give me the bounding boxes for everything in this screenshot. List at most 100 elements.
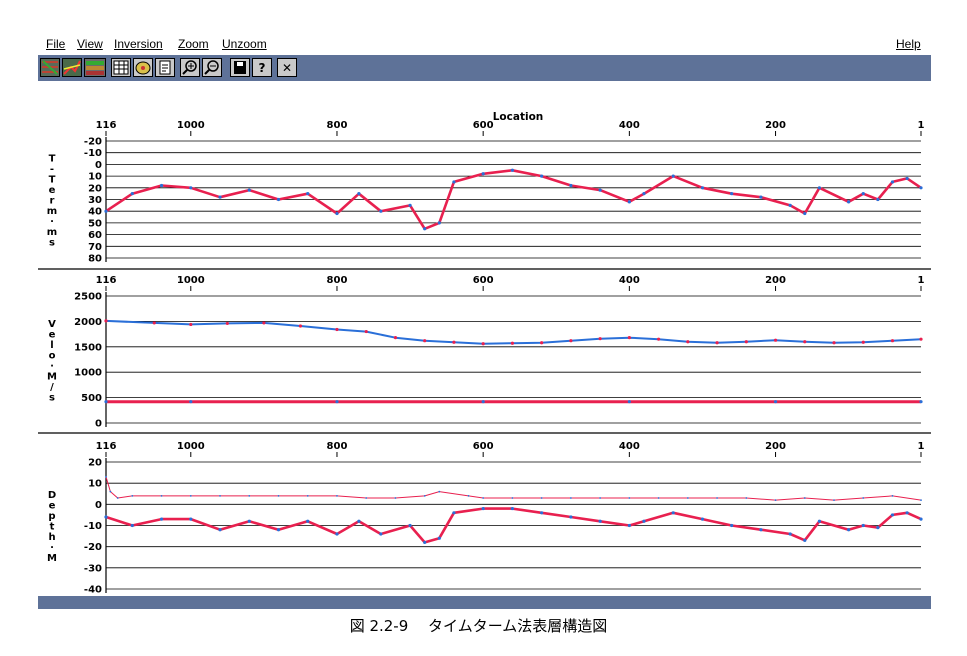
data-point-3-2	[847, 528, 851, 532]
data-point-2-1	[298, 324, 303, 328]
layer-model-icon[interactable]	[84, 58, 106, 77]
y-tick-label-3: -20	[84, 542, 102, 553]
data-point-3-1	[891, 494, 894, 497]
x-tick-label-3: 200	[765, 441, 786, 452]
zoom-out-icon[interactable]	[202, 58, 222, 77]
data-point-1-1	[642, 192, 646, 196]
data-point-1-1	[218, 195, 222, 199]
x-tick-label-2: 400	[619, 275, 640, 286]
report-icon[interactable]	[155, 58, 175, 77]
data-point-3-1	[160, 494, 163, 497]
y-axis-label-char-2: e	[49, 329, 56, 340]
menu-view[interactable]: View	[77, 37, 103, 51]
top-axis-title: Location	[493, 111, 544, 123]
data-point-1-1	[700, 186, 705, 190]
data-point-3-1	[306, 494, 309, 497]
data-point-1-1	[627, 200, 631, 204]
seismic-section-icon[interactable]	[40, 58, 60, 77]
x-tick-label-3: 1	[918, 441, 925, 452]
menu-help[interactable]: Help	[896, 37, 921, 51]
x-tick-label-2: 600	[473, 275, 494, 286]
menu-inversion[interactable]: Inversion	[114, 37, 163, 51]
data-point-2-2	[627, 400, 631, 404]
y-tick-label-3: 20	[88, 458, 102, 469]
data-point-2-1	[890, 339, 895, 343]
x-tick-label-1: 116	[96, 120, 117, 131]
data-point-2-1	[569, 339, 573, 343]
data-point-2-1	[832, 341, 836, 345]
x-tick-label-1: 1	[918, 120, 925, 131]
data-point-3-2	[671, 511, 675, 515]
y-axis-label-char-1: -	[50, 164, 54, 175]
map-icon[interactable]	[133, 58, 153, 77]
help-icon[interactable]: ?	[252, 58, 272, 77]
data-point-1-1	[861, 192, 865, 196]
data-point-3-2	[423, 540, 427, 545]
data-point-3-1	[686, 497, 689, 499]
menu-inversion-label: Inversion	[114, 37, 163, 51]
data-point-3-2	[379, 532, 383, 536]
data-point-1-1	[189, 186, 193, 190]
x-tick-label-1: 800	[327, 120, 348, 131]
status-bar	[38, 596, 931, 609]
data-point-3-2	[861, 523, 865, 528]
data-point-3-2	[247, 519, 251, 523]
y-tick-label-3: -40	[84, 585, 102, 596]
data-point-3-2	[306, 519, 310, 523]
data-point-1-1	[803, 211, 807, 216]
plots-svg: Location 116 1000 800 600 400 200 1-20-1001020…	[38, 111, 931, 596]
x-tick-label-3: 600	[473, 441, 494, 452]
data-point-3-1	[277, 494, 280, 497]
y-axis-label-char-3: ·	[50, 543, 54, 554]
data-point-3-2	[357, 519, 361, 523]
data-point-2-1	[598, 337, 602, 341]
save-icon[interactable]	[230, 58, 250, 77]
menu-unzoom[interactable]: Unzoom	[222, 37, 267, 51]
data-point-3-1	[482, 497, 485, 499]
toolbar: ? ✕	[38, 55, 931, 81]
y-tick-label-1: 50	[88, 218, 102, 229]
y-tick-label-2: 1000	[74, 368, 102, 379]
menu-unzoom-label: Unzoom	[222, 37, 267, 51]
x-tick-label-3: 1000	[177, 441, 205, 452]
data-point-2-1	[452, 340, 456, 344]
close-icon[interactable]: ✕	[277, 58, 297, 77]
data-point-1-1	[481, 172, 485, 176]
data-point-1-1	[276, 197, 281, 202]
data-point-3-2	[540, 511, 544, 515]
y-tick-label-1: -20	[84, 137, 102, 148]
data-point-2-1	[423, 339, 427, 343]
menu-zoom[interactable]: Zoom	[178, 37, 209, 51]
y-tick-label-3: -30	[84, 563, 102, 574]
data-point-1-1	[540, 174, 544, 178]
x-tick-label-2: 1000	[177, 275, 205, 286]
data-point-3-2	[759, 528, 763, 532]
data-point-2-1	[656, 337, 661, 341]
data-point-3-2	[408, 523, 412, 528]
data-point-2-1	[744, 340, 748, 344]
y-axis-label-char-1: ·	[50, 217, 54, 228]
data-point-3-1	[365, 497, 368, 499]
data-point-1-1	[510, 168, 515, 172]
data-point-2-1	[225, 321, 229, 326]
zoom-in-icon[interactable]	[180, 58, 200, 77]
y-tick-label-2: 0	[95, 419, 102, 430]
data-point-2-1	[393, 336, 398, 340]
data-point-3-2	[218, 528, 222, 532]
data-point-2-1	[481, 342, 485, 346]
velocity-profile-icon[interactable]	[62, 58, 82, 77]
data-point-3-1	[628, 497, 631, 499]
data-point-1-1	[452, 180, 456, 184]
data-point-2-2	[335, 400, 339, 404]
table-icon[interactable]	[111, 58, 131, 77]
data-point-1-1	[847, 200, 851, 204]
data-point-2-2	[104, 400, 108, 404]
data-point-1-1	[890, 180, 895, 184]
data-point-2-1	[773, 338, 778, 342]
data-point-3-1	[189, 494, 192, 497]
x-tick-label-1: 200	[765, 120, 786, 131]
menu-file[interactable]: File	[46, 37, 65, 51]
data-point-3-1	[569, 497, 572, 499]
series-line-3-1	[105, 476, 922, 501]
data-point-1-1	[306, 192, 310, 196]
